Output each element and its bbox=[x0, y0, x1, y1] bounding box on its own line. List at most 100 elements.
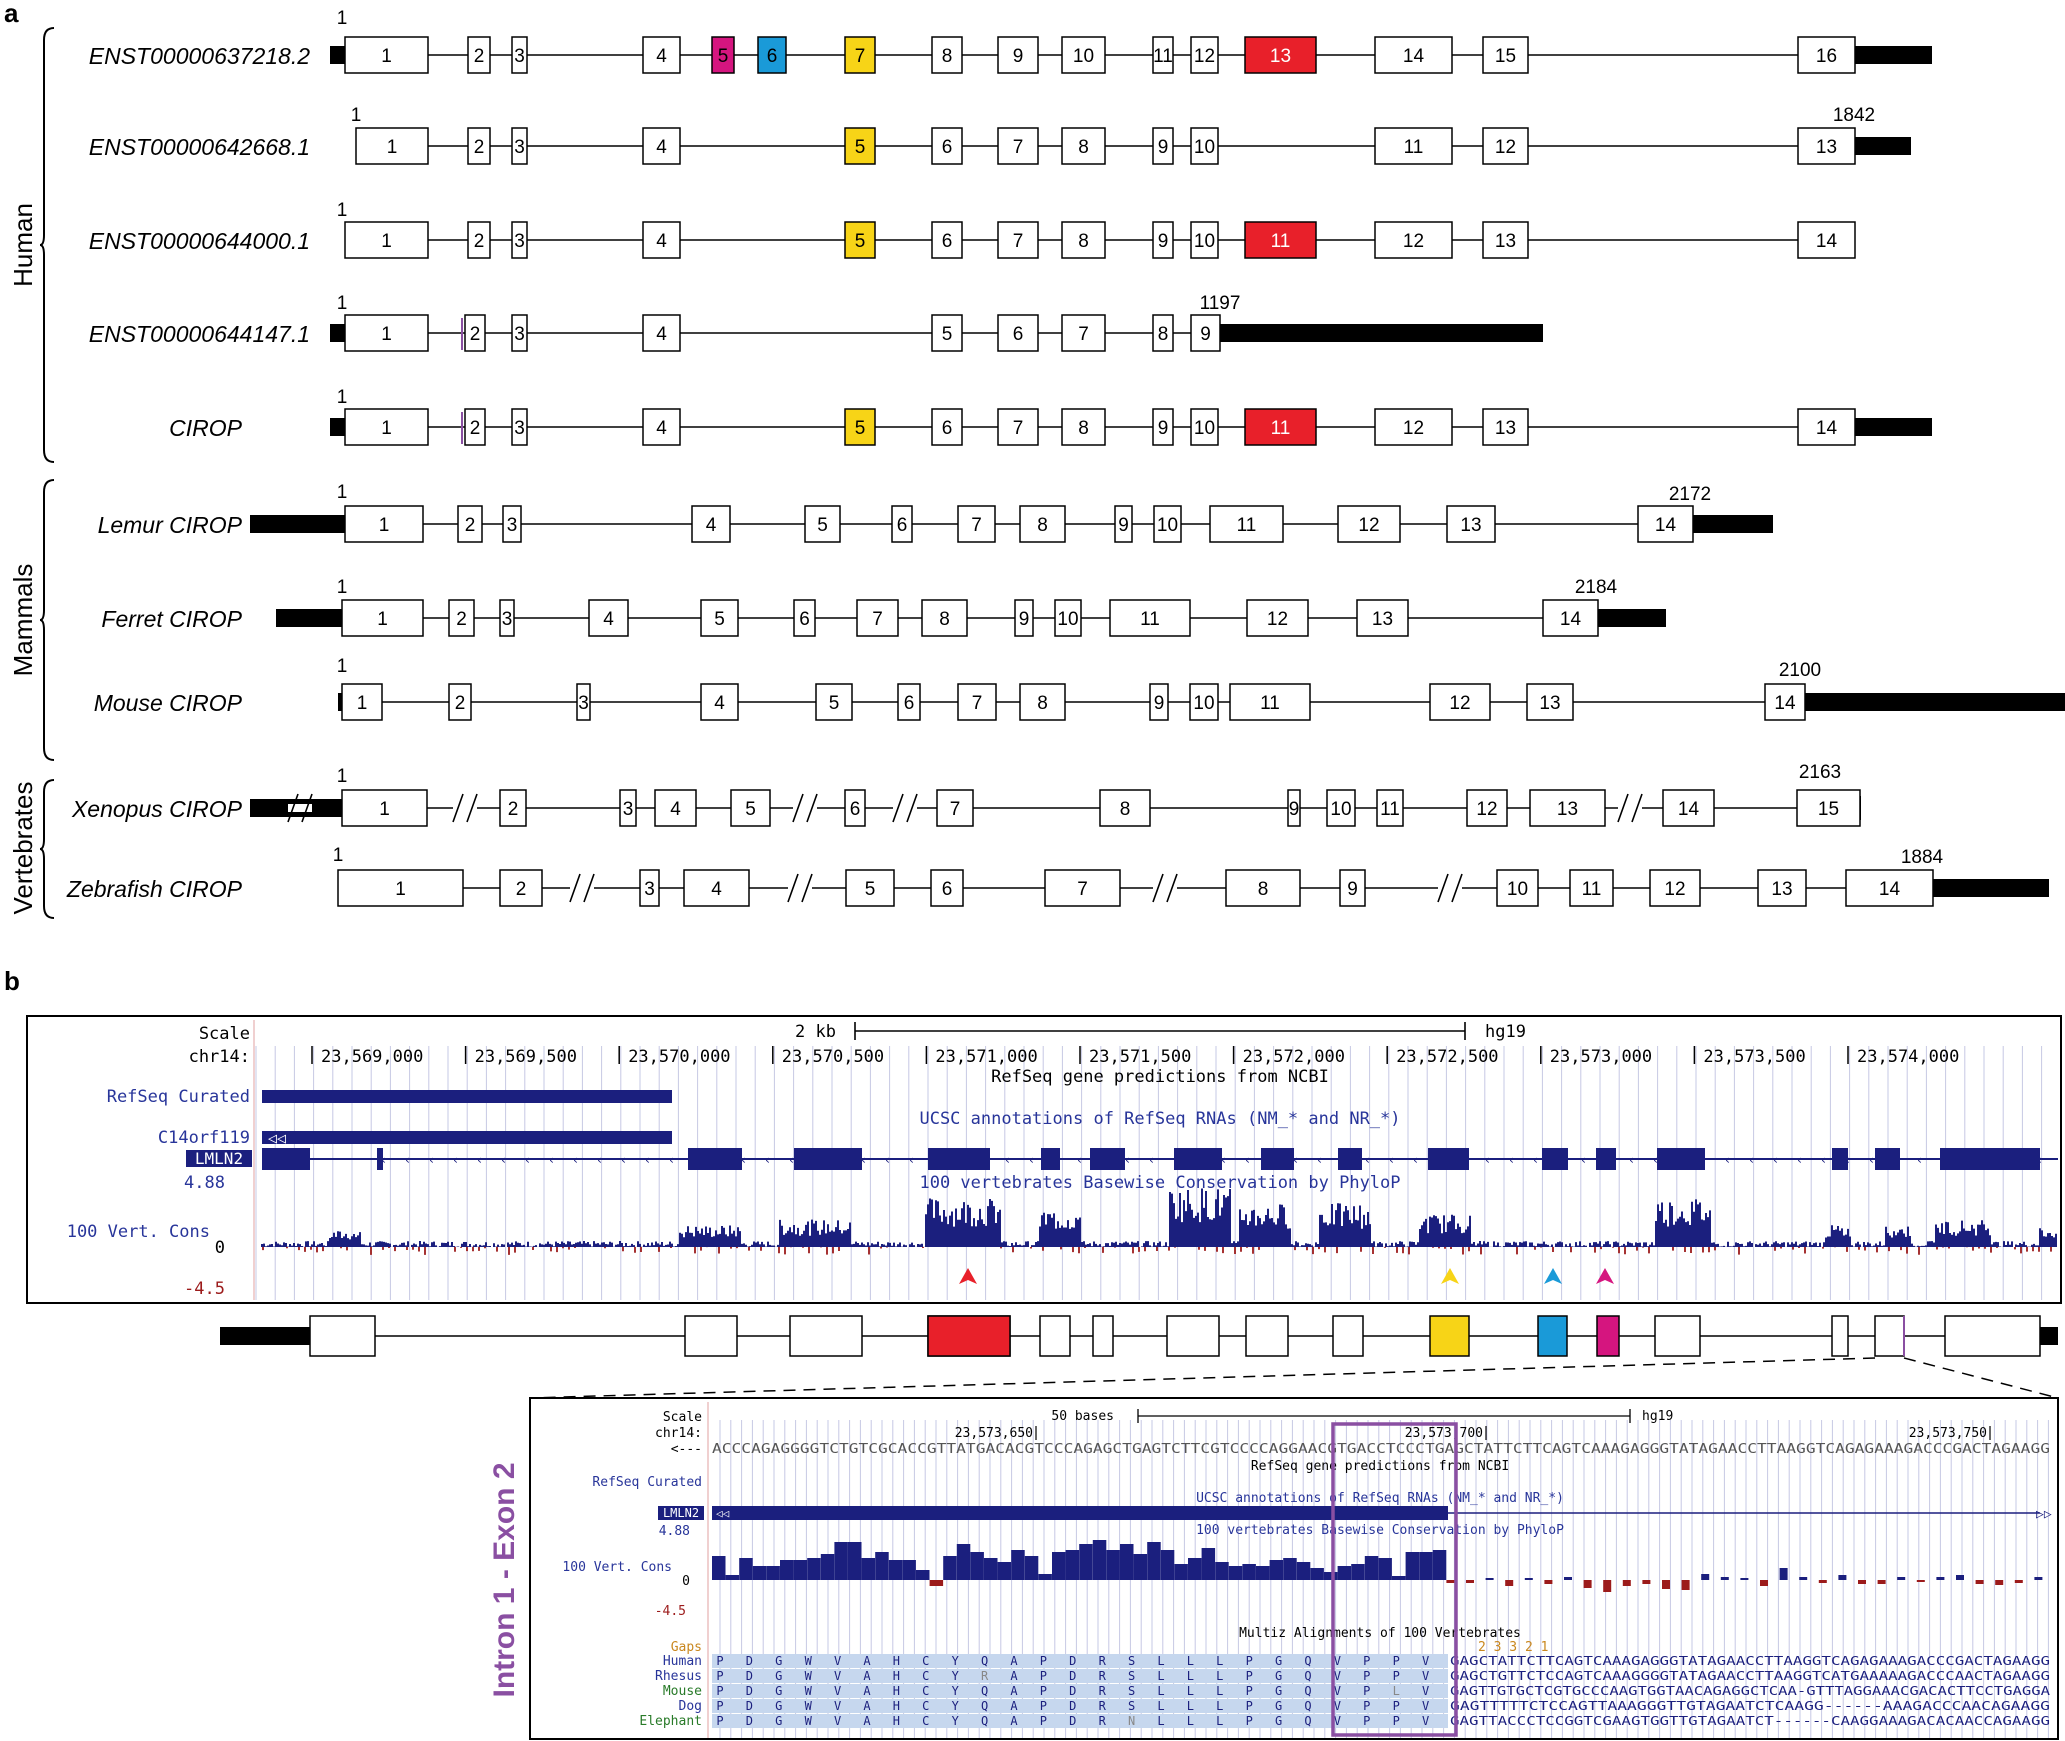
amino-acid: H bbox=[893, 1654, 900, 1668]
intron-chevron: ‹ bbox=[1028, 1153, 1035, 1167]
exon-number: 8 bbox=[939, 609, 950, 630]
utr-3prime bbox=[1933, 879, 2049, 897]
exon-number: 2 bbox=[470, 418, 481, 439]
zoom-cons-bar bbox=[1760, 1580, 1768, 1586]
exon-box bbox=[1244, 36, 1317, 74]
zoom-cons-bar bbox=[1897, 1577, 1906, 1580]
exon-number: 11 bbox=[1153, 46, 1173, 67]
exon-box bbox=[1190, 408, 1219, 446]
amino-acid: V bbox=[1422, 1714, 1429, 1728]
amino-acid: G bbox=[1275, 1699, 1282, 1713]
exon-number: 16 bbox=[1816, 46, 1837, 67]
zoom-cons-bar bbox=[834, 1542, 848, 1580]
transcript-row: ENST00000644000.112345678910111213141219… bbox=[89, 200, 1856, 259]
end-position-label: 1884 bbox=[1901, 847, 1944, 868]
intron-chevron: ‹ bbox=[1124, 1153, 1131, 1167]
zoom-cons-bar bbox=[970, 1552, 984, 1580]
exon-box bbox=[1374, 221, 1453, 259]
zoom-cons-bar bbox=[766, 1566, 780, 1580]
zoom-cons-bar bbox=[1256, 1566, 1270, 1580]
exon-number: 6 bbox=[904, 693, 915, 714]
amino-acid: V bbox=[834, 1684, 841, 1698]
zoom-cons-bar bbox=[1337, 1566, 1352, 1580]
zoom-cons-bar bbox=[1079, 1544, 1093, 1580]
exon-box bbox=[1797, 408, 1856, 446]
exon-number: 11 bbox=[1380, 799, 1400, 820]
exon-box bbox=[499, 789, 527, 827]
zoom-cons-bar bbox=[2014, 1580, 2023, 1583]
amino-acid: G bbox=[1275, 1669, 1282, 1683]
zoom-coord-label: 23,573,650 bbox=[955, 1426, 1033, 1441]
amino-acid: P bbox=[1246, 1669, 1253, 1683]
exon-box bbox=[1225, 869, 1301, 907]
amino-acid: G bbox=[1275, 1654, 1282, 1668]
exon-box bbox=[467, 221, 491, 259]
break-gap bbox=[1438, 884, 1462, 892]
panel-a-exon-structures: a Human Mammals Vertebrates ENST00000637218.… bbox=[4, 0, 2065, 919]
gene-lmln2-exon bbox=[1428, 1148, 1469, 1170]
exon-number: 2 bbox=[508, 799, 519, 820]
utr-5prime bbox=[330, 418, 345, 436]
amino-acid: A bbox=[1010, 1714, 1018, 1728]
intron-chevron: ‹ bbox=[1748, 1153, 1755, 1167]
end-position-label: 2184 bbox=[1575, 577, 1618, 598]
amino-acid: L bbox=[1393, 1684, 1400, 1698]
amino-acid: G bbox=[1275, 1714, 1282, 1728]
amino-acid: L bbox=[1187, 1714, 1194, 1728]
struct-exon bbox=[309, 1315, 376, 1357]
exon-box bbox=[1152, 408, 1174, 446]
exon-number: 2 bbox=[474, 137, 485, 158]
zoom-cons-bar bbox=[1466, 1580, 1474, 1583]
break-slash bbox=[466, 793, 478, 823]
break-slash bbox=[1617, 793, 1629, 823]
zoom-cons-caption: 100 vertebrates Basewise Conservation by… bbox=[1196, 1523, 1564, 1538]
exon-box bbox=[1061, 127, 1106, 165]
exon-number: 1 bbox=[379, 799, 390, 820]
zoom-cons-bar bbox=[1174, 1564, 1188, 1580]
struct-exon bbox=[789, 1315, 863, 1357]
intron-chevron: ‹ bbox=[1364, 1153, 1371, 1167]
exon-box bbox=[1061, 314, 1106, 352]
zoom-cons-bar bbox=[1120, 1544, 1134, 1580]
zoom-cons-bar bbox=[2034, 1577, 2043, 1580]
amino-acid: D bbox=[746, 1684, 753, 1698]
zoom-cons-bar bbox=[1324, 1572, 1338, 1580]
zoom-cons-bar bbox=[1838, 1575, 1847, 1580]
zoom-cons-bar bbox=[807, 1558, 821, 1580]
exon-box bbox=[1757, 869, 1807, 907]
exon-number: 1 bbox=[379, 515, 390, 536]
exon-box bbox=[642, 127, 681, 165]
zoom-refseq-caption: RefSeq gene predictions from NCBI bbox=[1251, 1459, 1509, 1474]
zoom-cons-bar bbox=[1419, 1552, 1433, 1580]
zoom-cons-bar bbox=[1916, 1580, 1925, 1582]
break-gap bbox=[793, 804, 817, 812]
zoom-cons-bar bbox=[1160, 1550, 1175, 1580]
exon-number: 6 bbox=[897, 515, 908, 536]
zoom-cons-bar bbox=[1779, 1568, 1788, 1580]
exon-number: 11 bbox=[1237, 515, 1257, 536]
amino-acid: P bbox=[1246, 1654, 1253, 1668]
amino-acid: A bbox=[863, 1654, 871, 1668]
zoom-cons-bar bbox=[1405, 1552, 1420, 1580]
zoom-cons-bar bbox=[1583, 1580, 1592, 1588]
gene-lmln2-exon bbox=[688, 1148, 742, 1170]
species-label: Dog bbox=[679, 1699, 702, 1714]
exon-box bbox=[341, 599, 424, 637]
break-slash bbox=[892, 793, 904, 823]
intron-chevron: ‹ bbox=[596, 1153, 603, 1167]
species-label: Rhesus bbox=[655, 1669, 702, 1684]
coord-label: 23,572,000 bbox=[1243, 1047, 1345, 1067]
intron-chevron: ‹ bbox=[1484, 1153, 1491, 1167]
intron-chevron: ‹ bbox=[1652, 1153, 1659, 1167]
end-position-label: 2172 bbox=[1669, 484, 1711, 505]
exon-box bbox=[1153, 505, 1182, 543]
amino-acid: Y bbox=[952, 1699, 960, 1713]
exon-number: 14 bbox=[1655, 515, 1677, 536]
amino-acid: V bbox=[834, 1654, 841, 1668]
amino-acid: G bbox=[775, 1654, 782, 1668]
panel-b-genome-browser: b Scale chr14: 2 kb hg19 23,569,000 23,569,500… bbox=[4, 966, 2062, 1399]
exon-number: 13 bbox=[1270, 46, 1291, 67]
intron-chevron: ‹ bbox=[1796, 1153, 1803, 1167]
exon-box bbox=[804, 505, 841, 543]
